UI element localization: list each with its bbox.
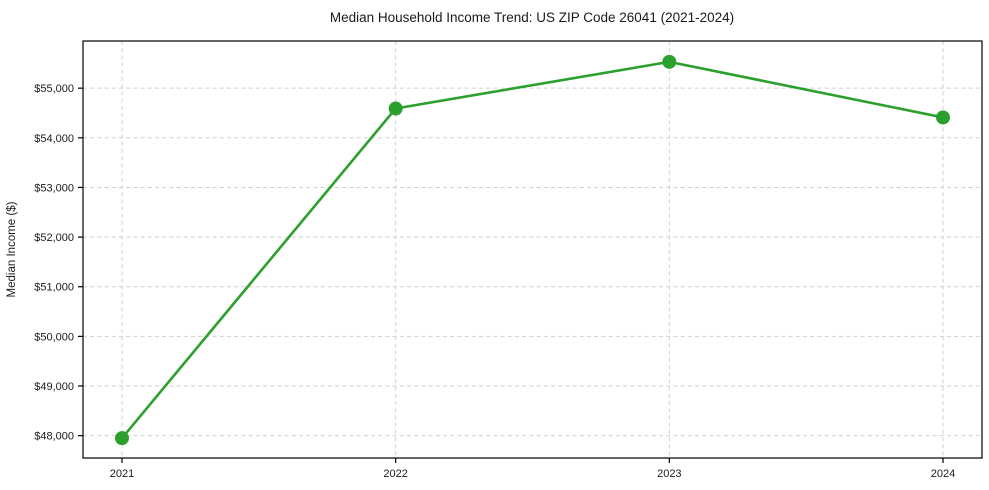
plot-frame bbox=[82, 40, 983, 459]
chart-title: Median Household Income Trend: US ZIP Co… bbox=[330, 10, 734, 25]
plot-area bbox=[83, 41, 982, 458]
y-tick-label: $51,000 bbox=[34, 282, 74, 294]
y-tick-label: $54,000 bbox=[34, 133, 74, 145]
x-tick-label: 2024 bbox=[931, 468, 955, 480]
x-axis-ticks: 2021 2022 2023 2024 bbox=[110, 458, 955, 480]
y-tick-label: $53,000 bbox=[34, 182, 74, 194]
x-tick-label: 2021 bbox=[110, 468, 134, 480]
data-point bbox=[388, 101, 403, 116]
y-axis-label: Median Income ($) bbox=[6, 201, 18, 297]
y-tick-label: $49,000 bbox=[34, 381, 74, 393]
y-tick-label: $55,000 bbox=[34, 83, 74, 95]
y-tick-label: $50,000 bbox=[34, 331, 74, 343]
y-tick-label: $52,000 bbox=[34, 232, 74, 244]
y-axis-ticks: $48,000 $49,000 $50,000 $51,000 $52,000 $53,0… bbox=[34, 83, 83, 443]
x-tick-label: 2022 bbox=[383, 468, 407, 480]
gridlines bbox=[83, 41, 982, 458]
data-point bbox=[936, 110, 950, 125]
data-point bbox=[115, 431, 129, 446]
trend-line bbox=[120, 60, 945, 440]
data-point bbox=[662, 54, 677, 69]
y-tick-label: $48,000 bbox=[34, 431, 74, 443]
x-tick-label: 2023 bbox=[657, 468, 681, 480]
series-group bbox=[115, 54, 950, 446]
